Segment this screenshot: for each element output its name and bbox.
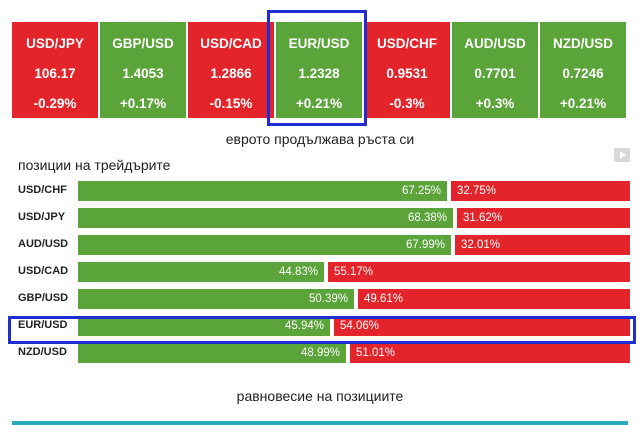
short-bar: 32.75% xyxy=(451,181,630,201)
tile-pair: NZD/USD xyxy=(553,36,613,51)
highlight-box-eur-usd-row xyxy=(8,316,636,344)
position-pair: AUD/USD xyxy=(18,238,69,250)
position-row-nzd-usd: NZD/USD 48.99% 51.01% xyxy=(0,343,640,363)
tile-usd-chf[interactable]: USD/CHF 0.9531 -0.3% xyxy=(364,22,450,118)
tile-price: 106.17 xyxy=(34,66,76,81)
footer-divider xyxy=(12,421,628,425)
positions-title: позиции на трейдърите xyxy=(18,157,171,173)
short-bar: 51.01% xyxy=(350,343,630,363)
long-bar: 67.25% xyxy=(78,181,447,201)
tile-change: +0.3% xyxy=(475,96,515,111)
short-bar: 32.01% xyxy=(455,235,630,255)
position-row-usd-cad: USD/CAD 44.83% 55.17% xyxy=(0,262,640,282)
position-pair: USD/CAD xyxy=(18,265,69,277)
tile-price: 0.7701 xyxy=(474,66,516,81)
tile-usd-cad[interactable]: USD/CAD 1.2866 -0.15% xyxy=(188,22,274,118)
tile-pair: USD/CAD xyxy=(200,36,262,51)
tile-eur-usd[interactable]: EUR/USD 1.2328 +0.21% xyxy=(276,22,362,118)
play-icon[interactable] xyxy=(614,148,630,162)
position-row-usd-chf: USD/CHF 67.25% 32.75% xyxy=(0,181,640,201)
tile-gbp-usd[interactable]: GBP/USD 1.4053 +0.17% xyxy=(100,22,186,118)
long-bar: 45.94% xyxy=(78,316,330,336)
long-bar: 50.39% xyxy=(78,289,354,309)
position-row-gbp-usd: GBP/USD 50.39% 49.61% xyxy=(0,289,640,309)
tile-aud-usd[interactable]: AUD/USD 0.7701 +0.3% xyxy=(452,22,538,118)
position-row-aud-usd: AUD/USD 67.99% 32.01% xyxy=(0,235,640,255)
long-bar: 68.38% xyxy=(78,208,453,228)
short-bar: 54.06% xyxy=(334,316,630,336)
tile-change: +0.21% xyxy=(559,96,607,111)
tile-pair: AUD/USD xyxy=(464,36,526,51)
position-pair: GBP/USD xyxy=(18,292,69,304)
footer-text: равновесие на позициите xyxy=(236,388,404,404)
tile-pair: EUR/USD xyxy=(288,36,350,51)
tile-pair: USD/CHF xyxy=(377,36,437,51)
tile-nzd-usd[interactable]: NZD/USD 0.7246 +0.21% xyxy=(540,22,626,118)
subtitle: еврото продължава ръста си xyxy=(225,131,415,147)
highlight-box-eur-usd-tile xyxy=(267,10,367,126)
position-pair: USD/CHF xyxy=(18,184,67,196)
tile-price: 0.7246 xyxy=(562,66,604,81)
tile-change: +0.17% xyxy=(119,96,167,111)
position-pair: EUR/USD xyxy=(18,319,68,331)
long-bar: 48.99% xyxy=(78,343,346,363)
position-pair: USD/JPY xyxy=(18,211,66,223)
tile-usd-jpy[interactable]: USD/JPY 106.17 -0.29% xyxy=(12,22,98,118)
long-bar: 44.83% xyxy=(78,262,324,282)
short-bar: 49.61% xyxy=(358,289,630,309)
tile-price: 1.2866 xyxy=(210,66,252,81)
long-bar: 67.99% xyxy=(78,235,451,255)
short-bar: 31.62% xyxy=(457,208,630,228)
tile-price: 1.2328 xyxy=(298,66,340,81)
tile-pair: GBP/USD xyxy=(112,36,174,51)
tile-change: -0.29% xyxy=(33,96,77,111)
position-row-eur-usd: EUR/USD 45.94% 54.06% xyxy=(0,316,640,336)
tile-price: 1.4053 xyxy=(122,66,164,81)
tile-price: 0.9531 xyxy=(386,66,428,81)
tile-change: -0.15% xyxy=(209,96,253,111)
tile-change: +0.21% xyxy=(295,96,343,111)
short-bar: 55.17% xyxy=(328,262,630,282)
currency-tiles: USD/JPY 106.17 -0.29% GBP/USD 1.4053 +0.… xyxy=(12,22,628,118)
position-pair: NZD/USD xyxy=(18,346,67,358)
position-row-usd-jpy: USD/JPY 68.38% 31.62% xyxy=(0,208,640,228)
tile-pair: USD/JPY xyxy=(26,36,84,51)
tile-change: -0.3% xyxy=(389,96,425,111)
